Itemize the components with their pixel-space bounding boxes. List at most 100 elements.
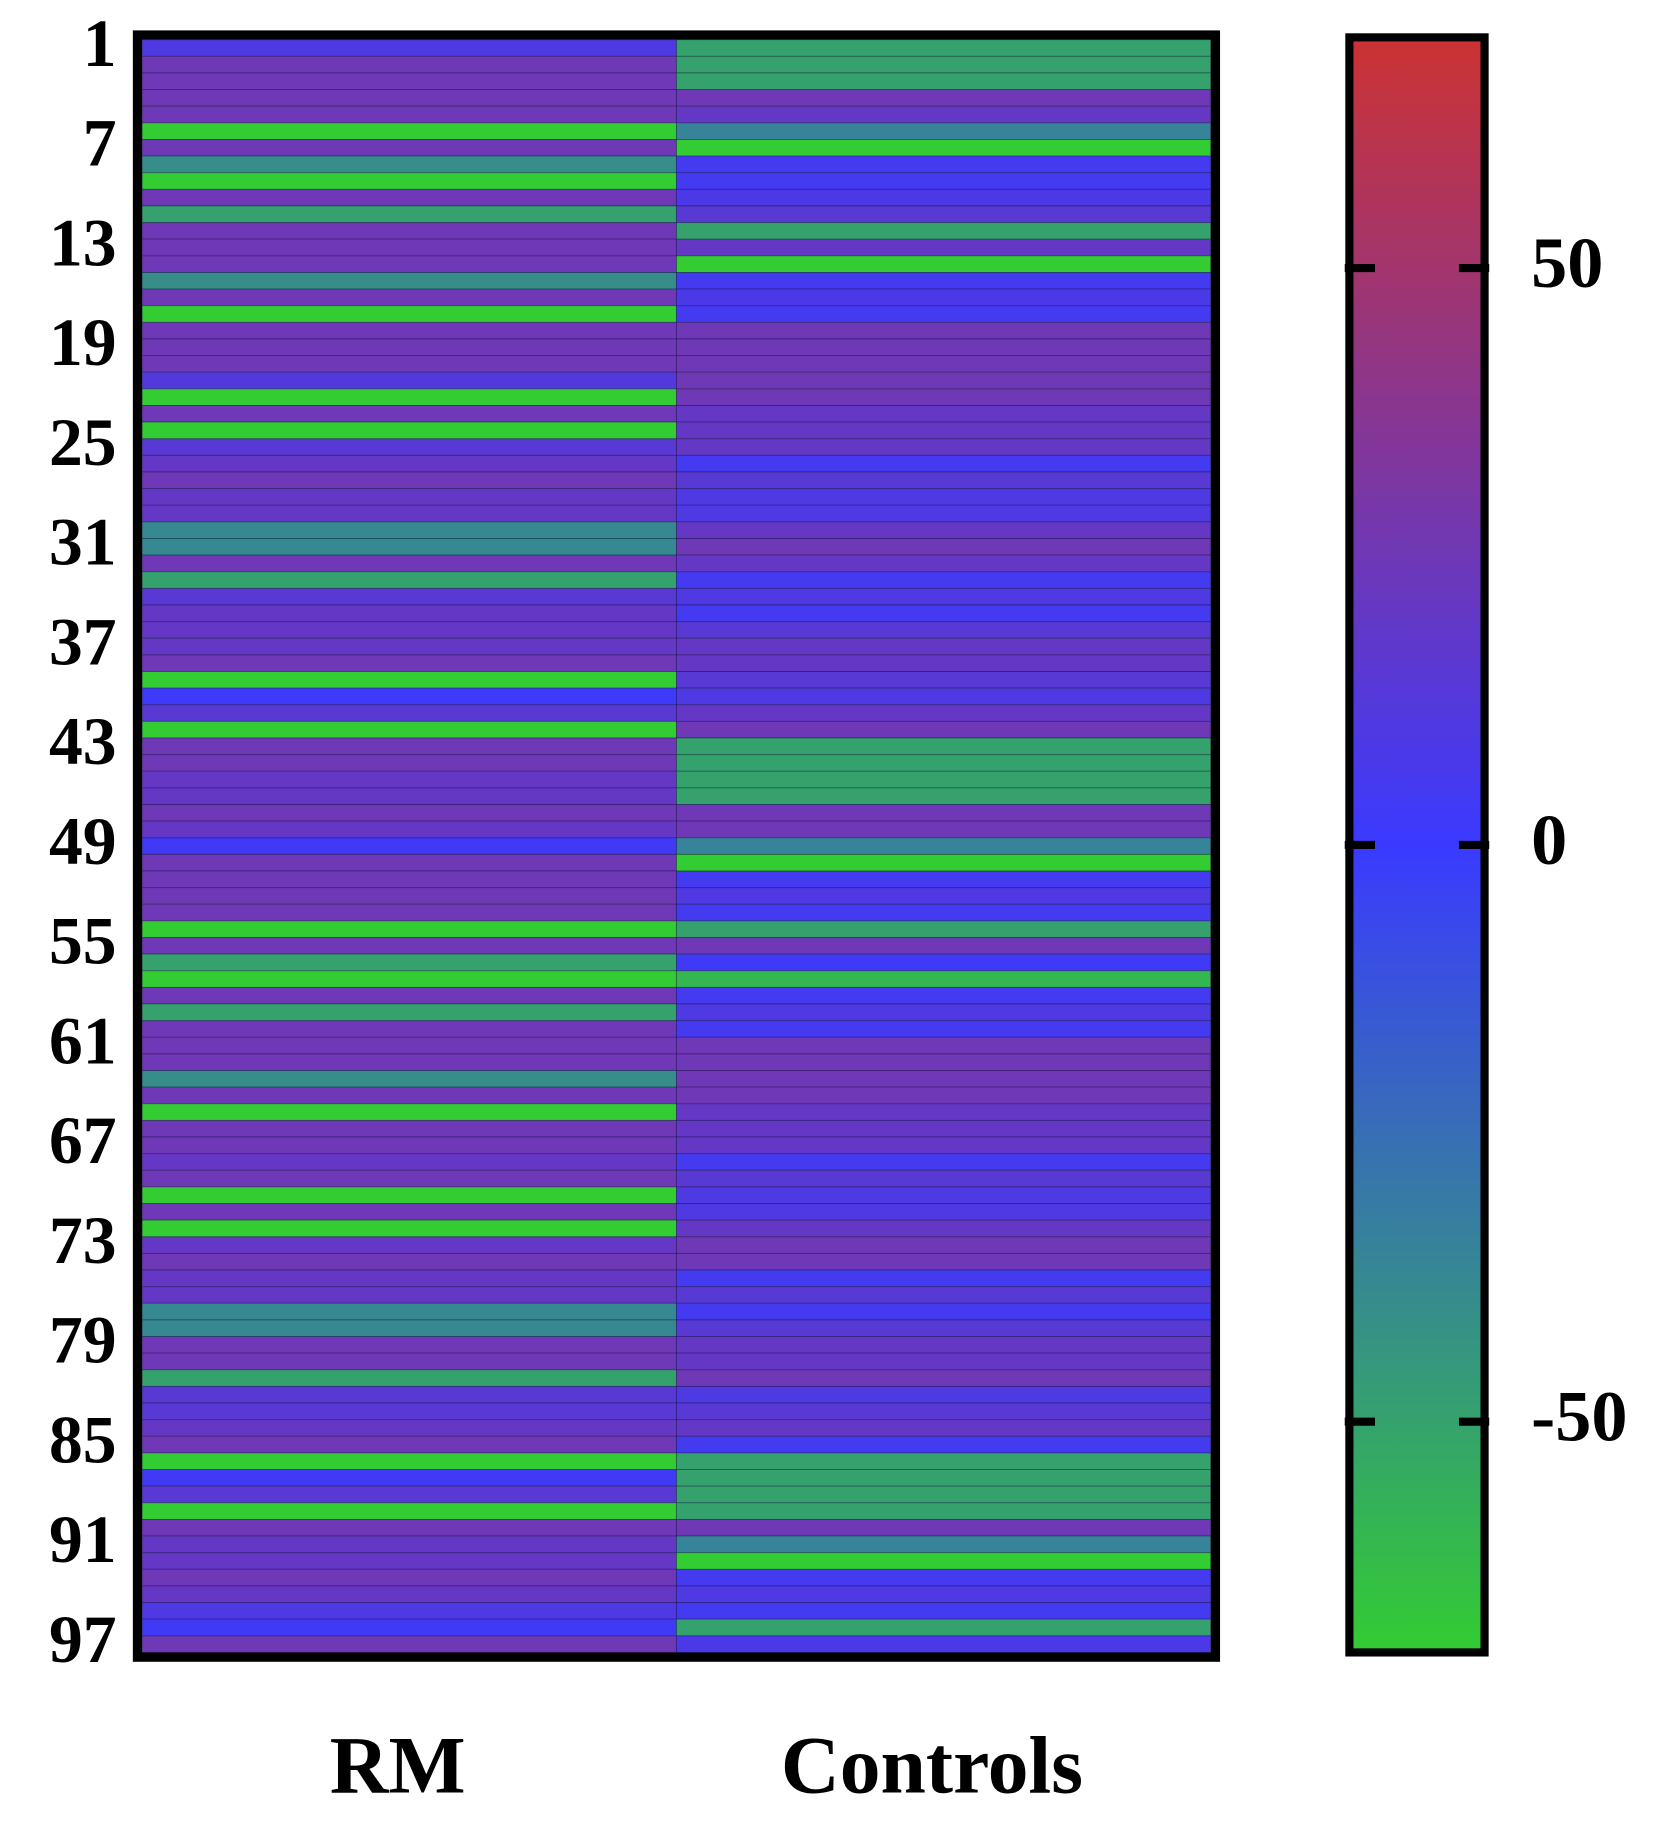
row-label: 79 <box>49 1303 117 1378</box>
colorbar-tick-label: 50 <box>1531 223 1603 303</box>
cell <box>141 1568 677 1587</box>
cell <box>141 804 677 822</box>
cell <box>675 720 1212 739</box>
cell <box>141 754 677 772</box>
cell <box>141 39 677 57</box>
cell <box>675 604 1212 623</box>
cell <box>675 355 1212 373</box>
cell <box>141 139 677 157</box>
cell <box>675 1385 1212 1404</box>
cell <box>675 405 1212 423</box>
cell <box>141 587 677 606</box>
cell <box>141 405 677 423</box>
cell <box>141 1003 677 1022</box>
row-label: 7 <box>83 106 117 181</box>
cell <box>675 637 1212 656</box>
cell <box>675 205 1212 224</box>
cell <box>141 1103 677 1121</box>
cell <box>675 1435 1212 1454</box>
cell <box>675 105 1212 124</box>
cell <box>141 837 677 855</box>
colorbar-tick-label: 0 <box>1531 800 1567 880</box>
cell <box>675 454 1212 473</box>
cell <box>675 737 1212 756</box>
cell <box>141 1153 677 1171</box>
cell <box>675 820 1212 839</box>
cell <box>675 837 1212 855</box>
cell <box>141 538 677 556</box>
cell <box>675 704 1212 722</box>
cell <box>141 704 677 722</box>
cell <box>141 188 677 207</box>
cell <box>141 388 677 406</box>
cell <box>675 887 1212 905</box>
cell <box>675 1369 1212 1387</box>
cell <box>675 55 1212 74</box>
cell <box>141 1336 677 1354</box>
cell <box>141 1269 677 1288</box>
cell <box>675 521 1212 539</box>
cell <box>675 903 1212 922</box>
cell <box>141 1518 677 1537</box>
cell <box>141 1352 677 1371</box>
cell <box>675 1518 1212 1537</box>
cell <box>141 1452 677 1471</box>
cell <box>675 421 1212 440</box>
cell <box>141 1203 677 1221</box>
cell <box>141 920 677 938</box>
cell <box>675 1036 1212 1055</box>
cell <box>675 122 1212 140</box>
cell <box>141 654 677 672</box>
cell <box>141 1053 677 1072</box>
cell <box>675 1502 1212 1520</box>
cell <box>675 1485 1212 1504</box>
cell <box>675 504 1212 523</box>
cell <box>675 321 1212 340</box>
cell <box>141 770 677 789</box>
cell <box>675 72 1212 91</box>
cell <box>675 770 1212 789</box>
cell <box>141 687 677 706</box>
cell <box>675 222 1212 240</box>
cell <box>141 1286 677 1304</box>
cell <box>675 853 1212 872</box>
row-label: 25 <box>49 405 117 480</box>
cell <box>141 321 677 340</box>
cell <box>675 371 1212 390</box>
cell <box>675 1252 1212 1271</box>
cell <box>675 1552 1212 1570</box>
cell <box>141 454 677 473</box>
cell <box>141 122 677 140</box>
cell <box>141 554 677 573</box>
cell <box>675 1070 1212 1088</box>
cell <box>675 471 1212 490</box>
cell <box>675 1003 1212 1022</box>
cell <box>675 571 1212 589</box>
cell <box>675 1635 1212 1653</box>
cell <box>675 1169 1212 1188</box>
cell <box>675 754 1212 772</box>
cell <box>141 1186 677 1205</box>
cell <box>675 388 1212 406</box>
cell <box>141 89 677 107</box>
cell <box>141 1020 677 1038</box>
cell <box>141 1552 677 1570</box>
cell <box>141 72 677 91</box>
row-label: 91 <box>49 1502 117 1577</box>
cell <box>141 305 677 323</box>
cell <box>141 571 677 589</box>
cell <box>141 1385 677 1404</box>
cell <box>675 1452 1212 1471</box>
cell <box>675 188 1212 207</box>
cell <box>141 737 677 756</box>
cell <box>675 1469 1212 1487</box>
cell <box>675 1618 1212 1637</box>
column-label: RM <box>330 1719 466 1810</box>
cell <box>675 1203 1212 1221</box>
cell <box>675 1302 1212 1321</box>
cell <box>675 870 1212 889</box>
cell <box>675 1336 1212 1354</box>
cell <box>141 1119 677 1138</box>
plot-border <box>132 30 1221 1662</box>
